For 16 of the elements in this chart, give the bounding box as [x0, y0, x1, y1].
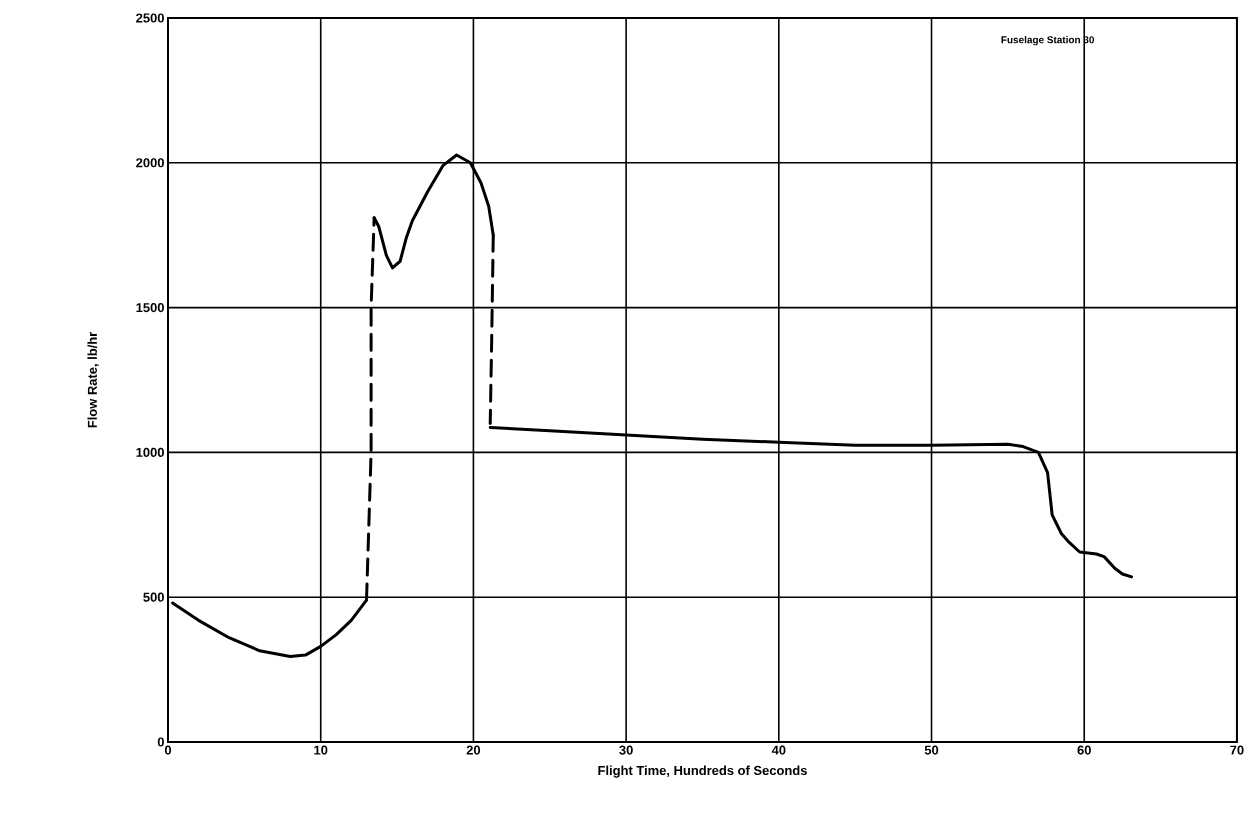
x-tick-label: 10	[314, 745, 328, 755]
x-tick-label: 50	[924, 745, 939, 755]
x-tick-label: 60	[1077, 745, 1091, 755]
x-tick-label: 0	[164, 745, 172, 755]
y-tick-label: 2000	[136, 158, 164, 168]
x-tick-label: 70	[1230, 745, 1244, 755]
x-tick-label: 30	[619, 745, 633, 755]
y-tick-label: 1500	[136, 303, 164, 313]
x-tick-label: 40	[771, 745, 786, 755]
y-tick-label: 500	[143, 592, 164, 602]
y-tick-label: 1000	[136, 447, 164, 457]
x-axis-title: Flight Time, Hundreds of Seconds	[598, 765, 807, 778]
y-tick-label: 0	[157, 737, 164, 747]
y-tick-label: 2500	[136, 13, 164, 23]
y-axis-title: Flow Rate, lb/hr	[87, 331, 99, 428]
x-tick-label: 20	[466, 745, 481, 755]
